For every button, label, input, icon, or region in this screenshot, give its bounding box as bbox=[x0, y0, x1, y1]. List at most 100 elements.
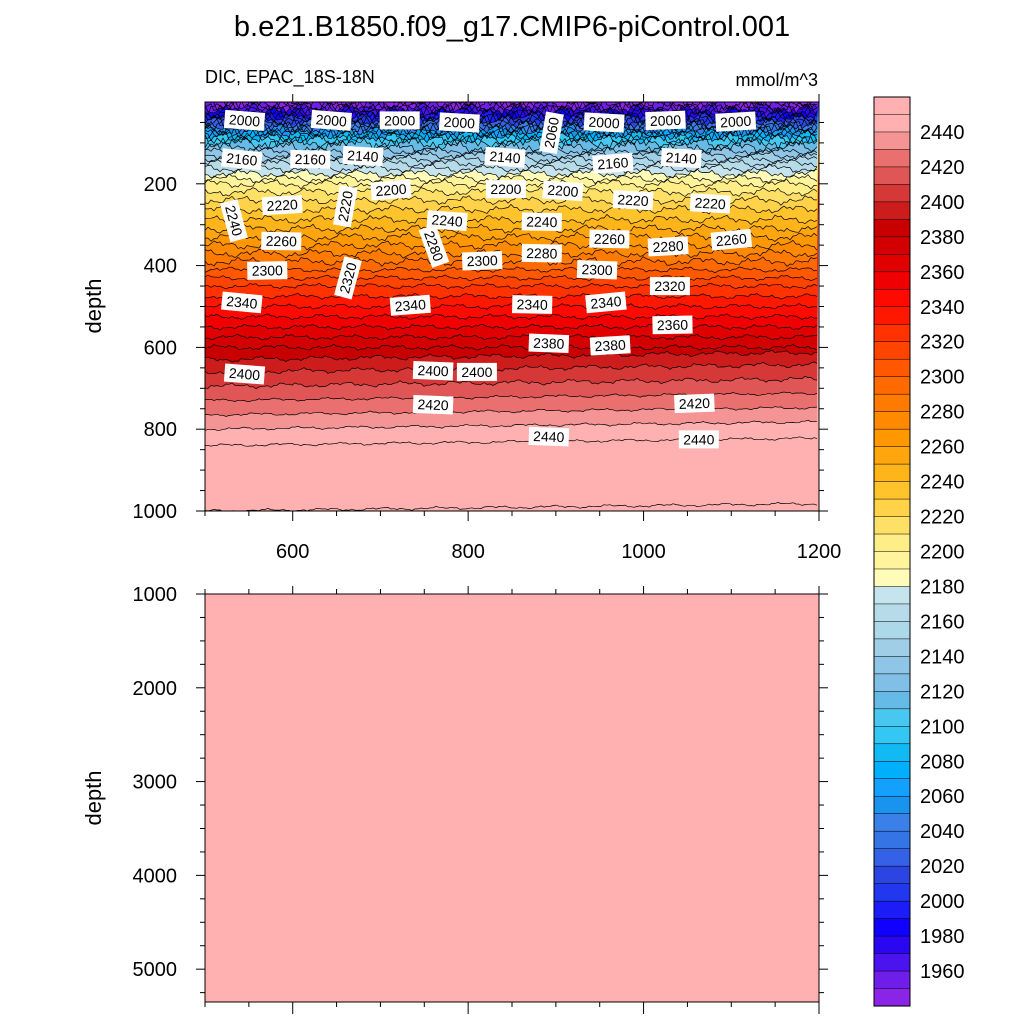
contour-label-text: 2360 bbox=[657, 317, 689, 334]
contour-label-box bbox=[342, 145, 384, 167]
contour-label-text: 2440 bbox=[683, 431, 714, 447]
colorbar-swatch bbox=[873, 918, 911, 937]
contour-label: 2340 bbox=[389, 294, 431, 316]
colorbar-swatch bbox=[873, 306, 911, 325]
contour-label-text: 2320 bbox=[336, 261, 360, 295]
colorbar-swatch bbox=[873, 621, 911, 640]
colorbar-swatch bbox=[873, 236, 911, 255]
colorbar-swatch bbox=[873, 289, 911, 308]
colorbar-swatch bbox=[873, 795, 911, 815]
contour-label-box bbox=[426, 210, 468, 232]
colorbar-swatch bbox=[873, 341, 911, 360]
colorbar-swatch bbox=[873, 516, 911, 535]
colorbar-swatch bbox=[873, 953, 911, 972]
colorbar-swatch bbox=[873, 830, 911, 850]
contour-line bbox=[205, 102, 818, 119]
contour-label: 2140 bbox=[484, 146, 526, 168]
contour-label: 2000 bbox=[310, 109, 352, 131]
contour-label-text: 2200 bbox=[547, 182, 579, 200]
contour-line bbox=[205, 292, 818, 300]
colorbar-tick-label: 2220 bbox=[920, 507, 965, 529]
contour-label-box bbox=[334, 256, 362, 300]
upper-y-axis-title: depth bbox=[81, 278, 106, 333]
contour-label-box bbox=[484, 146, 526, 168]
contour-label-text: 2300 bbox=[581, 261, 613, 278]
contour-label: 2220 bbox=[689, 193, 731, 214]
contour-label-box bbox=[412, 360, 454, 381]
colorbar-swatch bbox=[873, 446, 911, 465]
contour-line bbox=[205, 406, 818, 417]
contour-label-text: 2220 bbox=[266, 196, 298, 214]
contour-line bbox=[205, 120, 818, 139]
contour-label-box bbox=[715, 111, 757, 132]
contour-label-text: 2220 bbox=[617, 191, 649, 209]
contour-label-box bbox=[389, 294, 431, 316]
colorbar-swatch bbox=[873, 656, 911, 675]
contour-label: 2200 bbox=[542, 180, 584, 202]
contour-label: 2340 bbox=[512, 295, 553, 314]
contour-label-text: 2240 bbox=[222, 203, 246, 237]
contour-label-box bbox=[223, 363, 266, 385]
contour-label: 2240 bbox=[220, 198, 248, 243]
contour-label: 2000 bbox=[379, 111, 420, 130]
contour-label: 2300 bbox=[247, 261, 288, 280]
colorbar-tick-label: 2160 bbox=[920, 611, 965, 633]
colorbar-swatch bbox=[873, 254, 911, 273]
contour-label-box bbox=[220, 198, 248, 243]
colorbar-swatch bbox=[873, 935, 911, 955]
colorbar-swatch bbox=[873, 708, 911, 727]
colorbar-tick-label: 2020 bbox=[920, 856, 965, 878]
contour-label-box bbox=[247, 261, 288, 280]
contour-label-box bbox=[512, 295, 553, 314]
contour-line bbox=[205, 303, 818, 311]
colorbar-swatch bbox=[873, 970, 911, 990]
contour-label-text: 2420 bbox=[417, 396, 449, 413]
contour-line bbox=[205, 102, 818, 117]
contour-label: 2200 bbox=[485, 180, 526, 199]
colorbar-tick-label: 2080 bbox=[920, 751, 965, 773]
contour-label-box bbox=[539, 111, 564, 154]
contour-label: 2420 bbox=[674, 393, 715, 414]
contour-label-text: 2320 bbox=[654, 278, 685, 294]
contour-label-text: 2200 bbox=[375, 181, 407, 199]
colorbar-swatch bbox=[873, 463, 911, 483]
contour-label-box bbox=[461, 250, 503, 271]
contour-label-box bbox=[652, 315, 693, 335]
contour-label-box bbox=[485, 180, 526, 199]
contour-label: 2320 bbox=[649, 277, 690, 296]
figure-title: b.e21.B1850.f09_g17.CMIP6-piControl.001 bbox=[234, 11, 790, 43]
colorbar-tick-label: 2200 bbox=[920, 542, 965, 564]
contour-label-box bbox=[592, 152, 634, 174]
colorbar-swatch bbox=[873, 988, 911, 1007]
y-tick-label: 400 bbox=[144, 256, 177, 278]
contour-band bbox=[205, 102, 818, 116]
contour-label: 2220 bbox=[612, 190, 654, 211]
contour-label: 2260 bbox=[710, 228, 753, 251]
contour-label-text: 2140 bbox=[665, 149, 697, 167]
x-tick-label: 1200 bbox=[797, 541, 842, 563]
contour-label: 2400 bbox=[223, 363, 266, 385]
x-tick-label: 600 bbox=[276, 541, 309, 563]
contour-label: 2400 bbox=[456, 362, 497, 381]
colorbar-tick-label: 2360 bbox=[920, 262, 965, 284]
contour-label-text: 2260 bbox=[715, 230, 748, 249]
contour-label: 2200 bbox=[370, 179, 412, 201]
colorbar-swatch bbox=[873, 481, 911, 500]
contour-label: 2000 bbox=[583, 112, 625, 133]
contour-label-box bbox=[649, 277, 690, 296]
contour-line bbox=[205, 313, 817, 321]
contour-label-box bbox=[290, 149, 331, 169]
contour-line bbox=[205, 127, 818, 147]
contour-label-text: 2300 bbox=[466, 252, 498, 269]
contour-label-box bbox=[710, 228, 753, 251]
contour-label-text: 2160 bbox=[597, 154, 629, 172]
colorbar-tick-label: 2060 bbox=[920, 786, 965, 808]
contour-line bbox=[205, 266, 818, 274]
colorbar-tick-label: 2120 bbox=[920, 681, 965, 703]
contour-label: 2340 bbox=[221, 291, 263, 314]
contour-line bbox=[205, 137, 818, 157]
contour-label: 2220 bbox=[332, 185, 358, 228]
contour-label: 2140 bbox=[342, 145, 384, 167]
colorbar-tick-label: 2400 bbox=[920, 192, 965, 214]
